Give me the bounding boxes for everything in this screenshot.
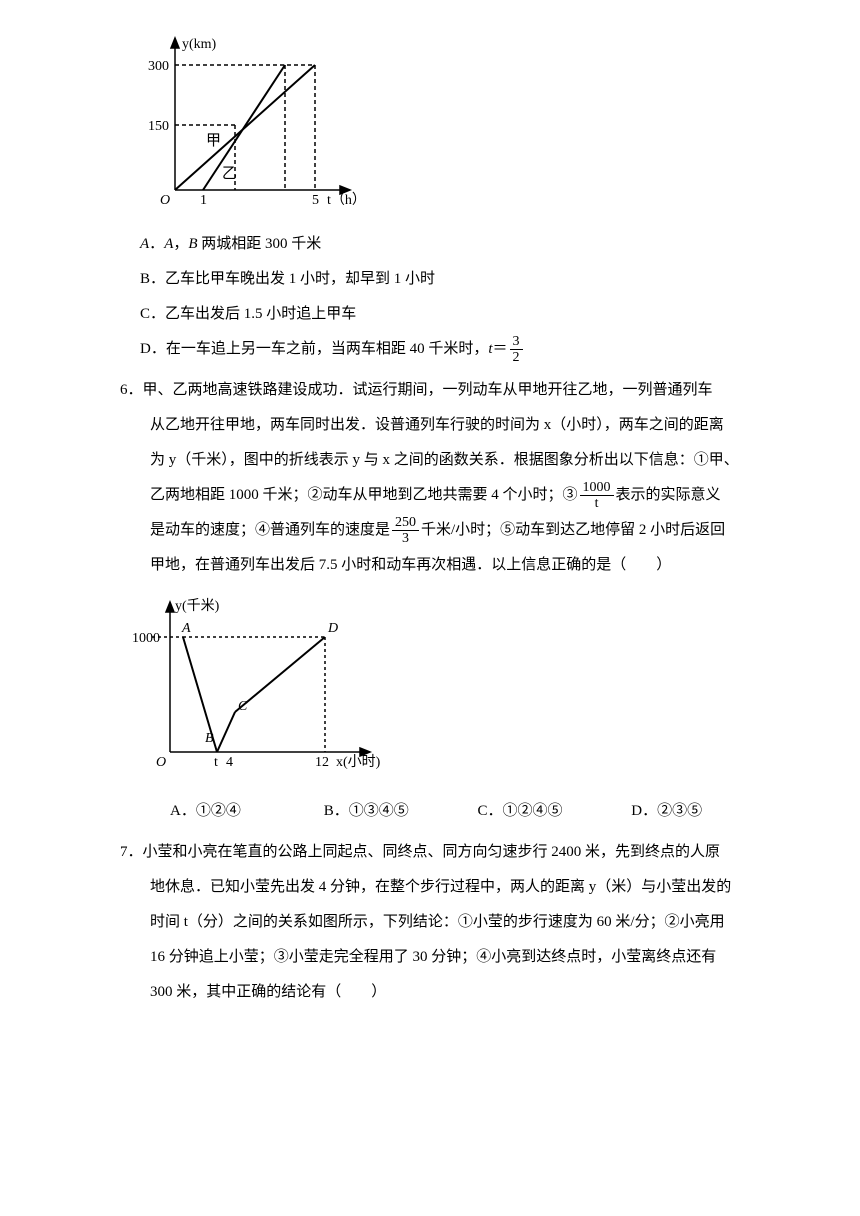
point-d: D <box>327 621 338 636</box>
q5-option-a: A．A，B 两城相距 300 千米 <box>75 228 785 261</box>
y-axis-label-2: y(千米) <box>175 598 220 614</box>
x-tick-5: 5 <box>312 193 319 205</box>
x-axis-label-2: x(小时) <box>336 754 381 770</box>
y-tick-1000: 1000 <box>132 631 160 646</box>
y-tick-300: 300 <box>148 59 169 74</box>
point-a: A <box>181 621 191 636</box>
line-jia-label: 甲 <box>206 133 221 149</box>
chart-2: y(千米) 1000 A B C D O t 4 12 x(小时) <box>120 592 785 785</box>
q6-option-b: B．①③④⑤ <box>324 795 478 828</box>
x-tick-1: 1 <box>200 193 207 205</box>
x-tick-12: 12 <box>315 755 329 770</box>
point-b: B <box>205 731 214 746</box>
chart-1-svg: y(km) 300 150 甲 乙 O 1 5 t（h） <box>120 30 370 205</box>
q6-options: A．①②④ B．①③④⑤ C．①②④⑤ D．②③⑤ <box>75 795 785 828</box>
q6-option-a: A．①②④ <box>170 795 324 828</box>
q6-option-c: C．①②④⑤ <box>478 795 632 828</box>
chart-2-svg: y(千米) 1000 A B C D O t 4 12 x(小时) <box>120 592 400 772</box>
q5-option-b: B．乙车比甲车晚出发 1 小时，却早到 1 小时 <box>75 263 785 296</box>
question-6: 6．甲、乙两地高速铁路建设成功．试运行期间，一列动车从甲地开往乙地，一列普通列车… <box>75 374 785 582</box>
point-c: C <box>238 699 248 714</box>
chart-1: y(km) 300 150 甲 乙 O 1 5 t（h） <box>120 30 785 218</box>
y-axis-label: y(km) <box>182 37 217 52</box>
origin-2: O <box>156 755 166 770</box>
y-tick-150: 150 <box>148 119 169 134</box>
q5-option-d: D．在一车追上另一车之前，当两车相距 40 千米时，t＝32 <box>75 333 785 366</box>
origin-label: O <box>160 193 170 205</box>
x-axis-label: t（h） <box>327 192 366 205</box>
x-tick-t: t <box>214 755 218 770</box>
line-yi-label: 乙 <box>222 166 237 182</box>
q5-option-c: C．乙车出发后 1.5 小时追上甲车 <box>75 298 785 331</box>
q6-option-d: D．②③⑤ <box>631 795 785 828</box>
question-7: 7．小莹和小亮在笔直的公路上同起点、同终点、同方向匀速步行 2400 米，先到终… <box>75 836 785 1009</box>
x-tick-4: 4 <box>226 755 233 770</box>
